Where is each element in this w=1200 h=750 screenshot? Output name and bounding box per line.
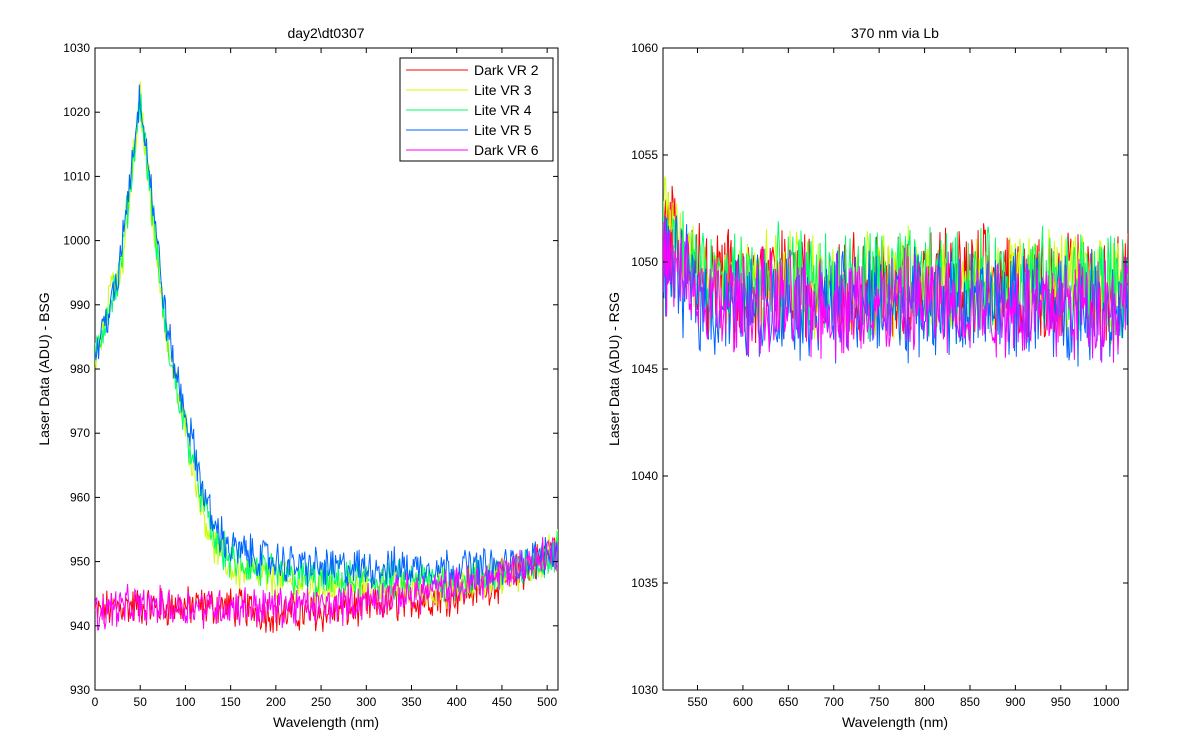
series-line-1-4 — [95, 84, 558, 591]
y-tick-label: 1055 — [631, 148, 658, 162]
y-tick-label: 1020 — [63, 105, 90, 119]
x-tick-label: 150 — [221, 695, 241, 709]
x-tick-label: 550 — [687, 695, 707, 709]
x-tick-label: 600 — [733, 695, 753, 709]
x-tick-label: 250 — [311, 695, 331, 709]
y-tick-label: 950 — [70, 555, 90, 569]
y-tick-label: 940 — [70, 619, 90, 633]
right-chart-panel: 550 600 650 700 750 800 850 900 950 1000 1030 1035 1… — [606, 25, 1129, 730]
legend-label-4: Lite VR 5 — [474, 122, 532, 138]
x-tick-label: 1000 — [1093, 695, 1120, 709]
right-series-group — [663, 176, 1128, 367]
y-tick-label: 960 — [70, 490, 90, 504]
y-tick-label: 1035 — [631, 576, 658, 590]
y-tick-label: 990 — [70, 298, 90, 312]
left-chart-title: day2\dt0307 — [287, 25, 364, 41]
left-chart-panel: 0 50 100 150 200 250 300 350 400 450 500 930 940 950 9… — [36, 25, 559, 730]
x-tick-label: 500 — [537, 695, 557, 709]
right-y-axis-label: Laser Data (ADU) - RSG — [606, 292, 622, 446]
left-y-axis-label: Laser Data (ADU) - BSG — [36, 292, 52, 445]
x-tick-label: 450 — [492, 695, 512, 709]
x-tick-label: 750 — [869, 695, 889, 709]
x-tick-label: 0 — [92, 695, 99, 709]
y-tick-label: 1040 — [631, 469, 658, 483]
left-x-axis-label: Wavelength (nm) — [273, 714, 379, 730]
left-legend: Dark VR 2 Lite VR 3 Lite VR 4 Lite VR 5 Dark… — [399, 57, 554, 162]
legend-label-1: Dark VR 2 — [474, 62, 539, 78]
x-tick-label: 100 — [175, 695, 195, 709]
x-tick-label: 50 — [134, 695, 148, 709]
legend-label-2: Lite VR 3 — [474, 82, 532, 98]
right-axis-ticks: 550 600 650 700 750 800 850 900 950 1000 1030 1035 1… — [631, 41, 1128, 709]
y-tick-label: 1000 — [63, 234, 90, 248]
legend-label-3: Lite VR 4 — [474, 102, 532, 118]
legend-label-5: Dark VR 6 — [474, 142, 539, 158]
x-tick-label: 200 — [266, 695, 286, 709]
y-tick-label: 1030 — [63, 41, 90, 55]
left-series-group — [95, 81, 558, 633]
x-tick-label: 400 — [447, 695, 467, 709]
series-line-1-3 — [95, 93, 558, 603]
y-tick-label: 1010 — [63, 169, 90, 183]
right-chart-title: 370 nm via Lb — [851, 25, 939, 41]
y-tick-label: 980 — [70, 362, 90, 376]
y-tick-label: 1030 — [631, 683, 658, 697]
x-tick-label: 350 — [401, 695, 421, 709]
right-x-axis-label: Wavelength (nm) — [842, 714, 948, 730]
y-tick-label: 1060 — [631, 41, 658, 55]
x-tick-label: 700 — [824, 695, 844, 709]
y-tick-label: 930 — [70, 683, 90, 697]
left-axis-ticks: 0 50 100 150 200 250 300 350 400 450 500 930 940 950 9… — [63, 41, 558, 709]
y-tick-label: 1050 — [631, 255, 658, 269]
x-tick-label: 800 — [915, 695, 935, 709]
x-tick-label: 300 — [356, 695, 376, 709]
x-tick-label: 900 — [1005, 695, 1025, 709]
series-line-1-5 — [95, 536, 558, 631]
x-tick-label: 850 — [960, 695, 980, 709]
right-plot-area — [662, 47, 1129, 691]
x-tick-label: 950 — [1051, 695, 1071, 709]
x-tick-label: 650 — [778, 695, 798, 709]
y-tick-label: 970 — [70, 426, 90, 440]
series-line-2-5 — [663, 221, 1128, 363]
y-tick-label: 1045 — [631, 362, 658, 376]
